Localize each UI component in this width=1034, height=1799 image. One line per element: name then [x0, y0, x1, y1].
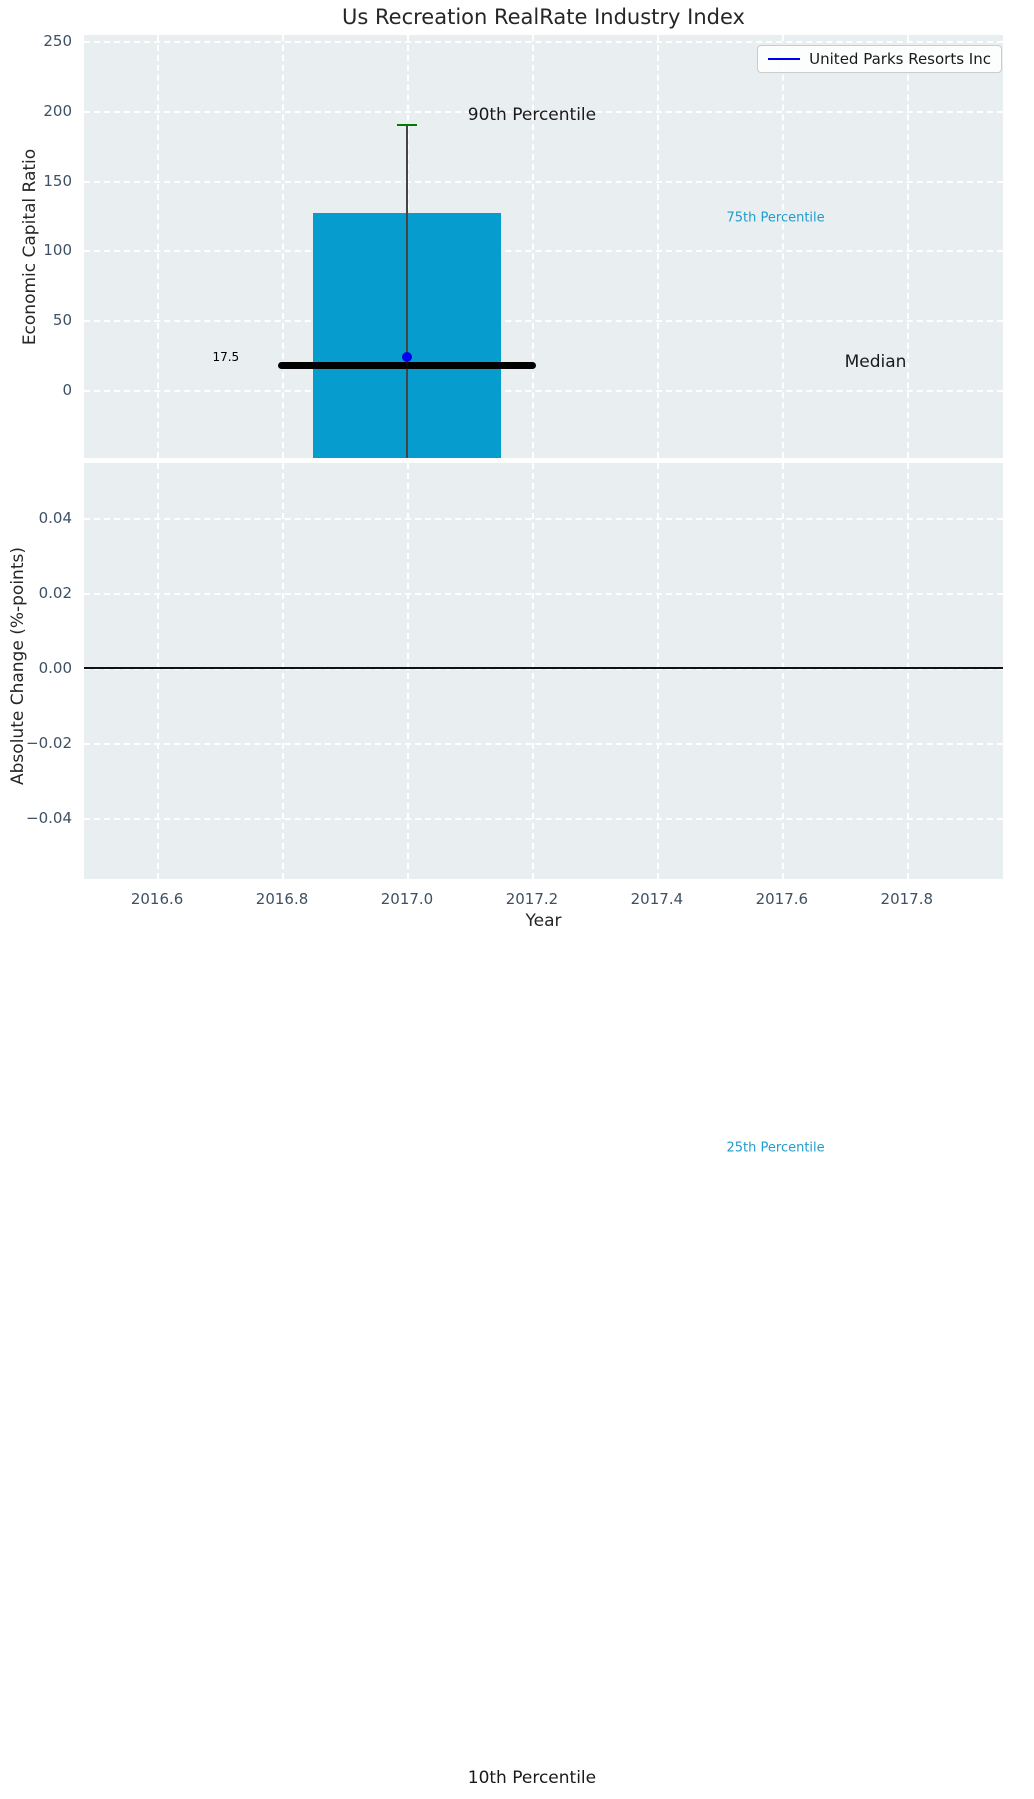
legend-line-icon: [768, 58, 801, 60]
top-y-tick-label: 100: [43, 241, 72, 260]
top-y-tick-label: 200: [43, 101, 72, 120]
y-gridline: [84, 518, 1003, 521]
y-gridline: [84, 390, 1003, 392]
bottom-y-axis-label: Absolute Change (%-points): [8, 547, 28, 785]
x-tick-label: 2017.4: [630, 890, 684, 908]
10th-percentile-label: 10th Percentile: [467, 1767, 597, 1788]
top-plot-area: [84, 35, 1003, 458]
x-tick-label: 2017.6: [755, 890, 809, 908]
x-gridline: [406, 463, 409, 879]
x-gridline: [531, 35, 534, 458]
y-gridline: [84, 742, 1003, 745]
x-tick-label: 2017.2: [505, 890, 559, 908]
y-gridline: [84, 668, 1003, 670]
90th-percentile-label: 90th Percentile: [467, 104, 597, 125]
bottom-y-tick-label: 0.04: [38, 509, 72, 528]
x-axis-label: Year: [525, 911, 562, 931]
y-gridline: [84, 250, 1003, 253]
x-gridline: [781, 463, 784, 879]
x-tick-label: 2017.0: [380, 890, 434, 908]
bottom-y-tick-label: 0.00: [38, 659, 72, 677]
legend: United Parks Resorts Inc: [757, 45, 1002, 73]
y-gridline: [84, 817, 1003, 820]
25th-percentile-label: 25th Percentile: [726, 1140, 825, 1156]
75th-percentile-label: 75th Percentile: [726, 210, 825, 226]
x-gridline: [531, 463, 534, 879]
legend-label: United Parks Resorts Inc: [809, 50, 991, 68]
whisker-line: [406, 124, 408, 458]
x-gridline: [157, 463, 160, 879]
median-line: [278, 362, 536, 370]
bottom-y-tick-label: −0.04: [26, 808, 72, 827]
chart-title: Us Recreation RealRate Industry Index: [342, 5, 745, 29]
x-gridline: [157, 35, 160, 458]
top-y-tick-label: 150: [43, 171, 72, 190]
y-gridline: [84, 593, 1003, 596]
x-gridline: [906, 463, 909, 879]
whisker-cap: [396, 123, 417, 127]
top-y-tick-label: 250: [43, 32, 72, 50]
bottom-plot-area: [84, 463, 1003, 879]
top-y-tick-label: 50: [52, 311, 72, 330]
top-y-axis-label: Economic Capital Ratio: [20, 148, 40, 346]
median-label: Median: [844, 352, 907, 373]
x-gridline: [656, 35, 659, 458]
bottom-y-tick-label: 0.02: [38, 584, 72, 603]
top-y-tick-label: 0: [62, 381, 72, 399]
x-tick-label: 2017.8: [880, 890, 934, 908]
y-gridline: [84, 320, 1003, 323]
median-value-label: 17.5: [212, 349, 240, 364]
y-gridline: [84, 180, 1003, 183]
x-gridline: [906, 35, 909, 458]
company-point: [401, 351, 412, 362]
x-tick-label: 2016.6: [130, 890, 184, 908]
x-gridline: [282, 35, 285, 458]
bottom-y-tick-label: −0.02: [26, 733, 72, 752]
y-gridline: [84, 110, 1003, 113]
x-gridline: [656, 463, 659, 879]
zero-line: [84, 667, 1003, 669]
x-gridline: [781, 35, 784, 458]
y-gridline: [84, 41, 1003, 43]
x-tick-label: 2016.8: [255, 890, 309, 908]
x-gridline: [282, 463, 285, 879]
